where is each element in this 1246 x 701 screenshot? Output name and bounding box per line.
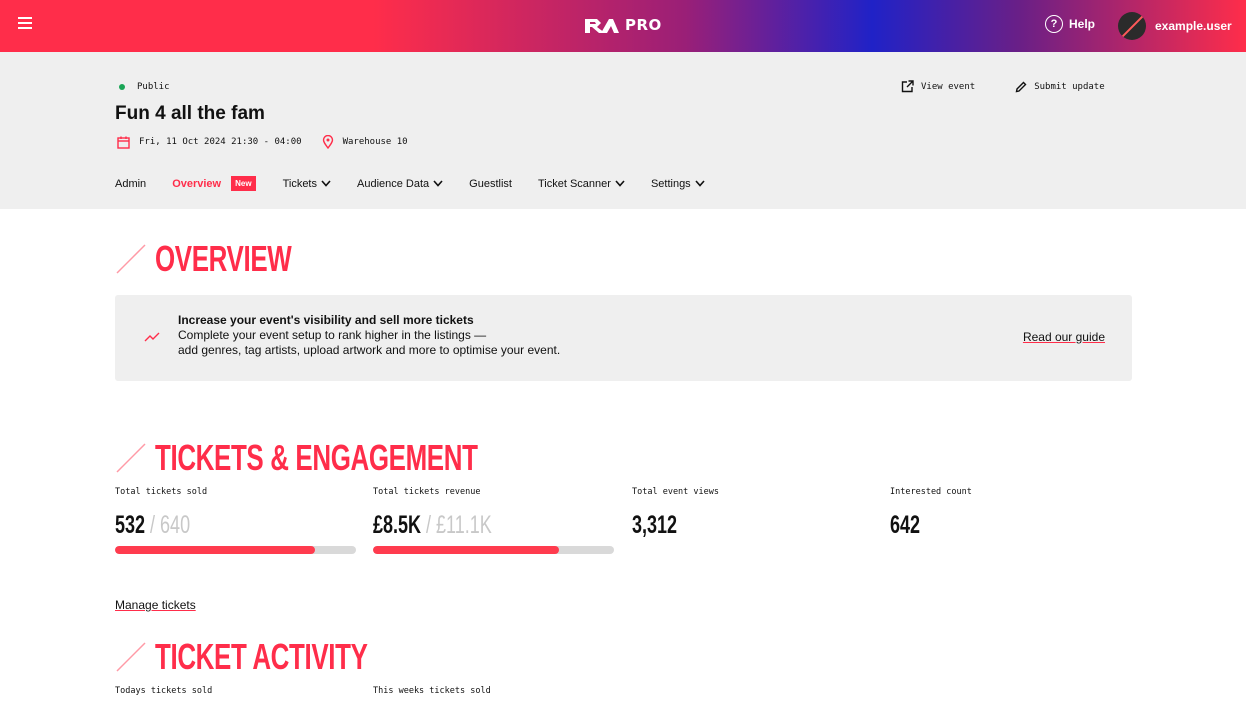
help-button[interactable]: ? Help	[1045, 15, 1095, 33]
overview-title: OVERVIEW	[155, 238, 292, 279]
trending-up-icon	[144, 332, 160, 342]
ticket-activity-heading: TICKET ACTIVITY	[115, 636, 450, 678]
progress-bar	[115, 546, 356, 554]
stat-value-main: £8.5K	[373, 511, 422, 539]
location-pin-icon	[322, 135, 334, 149]
stat-value-main: 642	[890, 511, 921, 539]
submit-update-label: Submit update	[1034, 81, 1105, 92]
overview-heading: OVERVIEW	[115, 238, 344, 280]
event-actions: View event Submit update	[901, 80, 1105, 93]
chevron-down-icon	[433, 180, 443, 187]
tab-overview[interactable]: Overview	[172, 178, 221, 190]
banner-line-2: add genres, tag artists, upload artwork …	[178, 343, 561, 357]
menu-icon[interactable]	[18, 17, 32, 29]
ra-pro-logo[interactable]: PRO	[583, 14, 662, 36]
ticket-activity-title: TICKET ACTIVITY	[155, 636, 368, 677]
engagement-title: TICKETS & ENGAGEMENT	[155, 437, 478, 478]
new-badge: New	[231, 176, 256, 191]
stat-value: £8.5K / £11.1K	[373, 511, 492, 540]
view-event-label: View event	[921, 81, 976, 92]
user-menu[interactable]: example.user	[1118, 12, 1232, 40]
external-link-icon	[901, 80, 914, 93]
tab-tickets[interactable]: Tickets	[283, 178, 331, 190]
slash-icon	[116, 244, 146, 274]
tab-guestlist[interactable]: Guestlist	[469, 178, 512, 190]
help-label: Help	[1069, 17, 1096, 31]
banner-heading: Increase your event's visibility and sel…	[178, 313, 474, 327]
status-indicator: Public	[119, 82, 170, 92]
tab-label: Audience Data	[357, 177, 430, 190]
progress-bar	[373, 546, 614, 554]
event-tabs: Admin Overview New Tickets Audience Data…	[115, 176, 731, 191]
calendar-icon	[117, 136, 130, 149]
progress-fill	[115, 546, 316, 554]
stat-interested-count: Interested count 642	[890, 487, 972, 540]
stat-label: Total tickets revenue	[373, 487, 481, 497]
stat-value-total: / 640	[150, 511, 191, 539]
tab-label: Settings	[650, 177, 691, 190]
weeks-tickets-label: This weeks tickets sold	[373, 686, 491, 696]
event-header: Public Fun 4 all the fam Fri, 11 Oct 202…	[0, 52, 1246, 209]
status-label: Public	[137, 82, 170, 92]
chevron-down-icon	[321, 180, 331, 187]
stat-value-main: 532	[115, 511, 146, 539]
stat-label: Total event views	[632, 487, 719, 497]
help-icon: ?	[1045, 15, 1063, 33]
stat-value: 642	[890, 511, 920, 540]
stat-tickets-sold: Total tickets sold 532 / 640	[115, 487, 356, 554]
event-datetime: Fri, 11 Oct 2024 21:30 - 04:00	[139, 137, 302, 147]
tab-audience-data[interactable]: Audience Data	[357, 178, 443, 190]
stat-value: 3,312	[632, 511, 677, 540]
stat-tickets-revenue: Total tickets revenue £8.5K / £11.1K	[373, 487, 614, 554]
stat-value-total: / £11.1K	[426, 511, 492, 539]
logo-text: PRO	[625, 16, 662, 34]
visibility-banner: Increase your event's visibility and sel…	[115, 295, 1132, 381]
manage-tickets-link[interactable]: Manage tickets	[115, 598, 196, 612]
tab-label: Ticket Scanner	[537, 177, 611, 190]
avatar	[1118, 12, 1146, 40]
pencil-icon	[1015, 81, 1027, 92]
stat-label: Total tickets sold	[115, 487, 208, 497]
tab-admin[interactable]: Admin	[115, 178, 146, 190]
submit-update-button[interactable]: Submit update	[1015, 80, 1105, 93]
engagement-heading: TICKETS & ENGAGEMENT	[115, 437, 603, 479]
slash-icon	[116, 642, 146, 672]
event-meta: Fri, 11 Oct 2024 21:30 - 04:00 Warehouse…	[117, 135, 408, 149]
tab-label: Admin	[115, 177, 147, 190]
read-guide-link[interactable]: Read our guide	[1022, 330, 1105, 344]
view-event-button[interactable]: View event	[901, 80, 975, 93]
todays-tickets-label: Todays tickets sold	[115, 686, 213, 696]
event-venue[interactable]: Warehouse 10	[342, 137, 408, 147]
top-bar: PRO ? Help example.user	[0, 0, 1246, 52]
stat-label: Interested count	[890, 487, 972, 497]
chevron-down-icon	[695, 180, 705, 187]
tab-label: Overview	[172, 177, 222, 190]
ra-logo-icon	[585, 19, 619, 33]
progress-fill	[373, 546, 559, 554]
stat-value: 532 / 640	[115, 511, 190, 540]
tab-settings[interactable]: Settings	[651, 178, 705, 190]
chevron-down-icon	[615, 180, 625, 187]
tab-label: Tickets	[282, 177, 317, 190]
status-dot	[119, 84, 125, 90]
stat-value-main: 3,312	[632, 511, 678, 539]
slash-icon	[116, 443, 146, 473]
tab-ticket-scanner[interactable]: Ticket Scanner	[538, 178, 625, 190]
username: example.user	[1155, 19, 1232, 33]
event-title: Fun 4 all the fam	[115, 103, 265, 124]
banner-line-1: Complete your event setup to rank higher…	[178, 328, 487, 342]
banner-text: Increase your event's visibility and sel…	[178, 313, 560, 358]
stat-event-views: Total event views 3,312	[632, 487, 719, 540]
tab-label: Guestlist	[469, 177, 512, 190]
